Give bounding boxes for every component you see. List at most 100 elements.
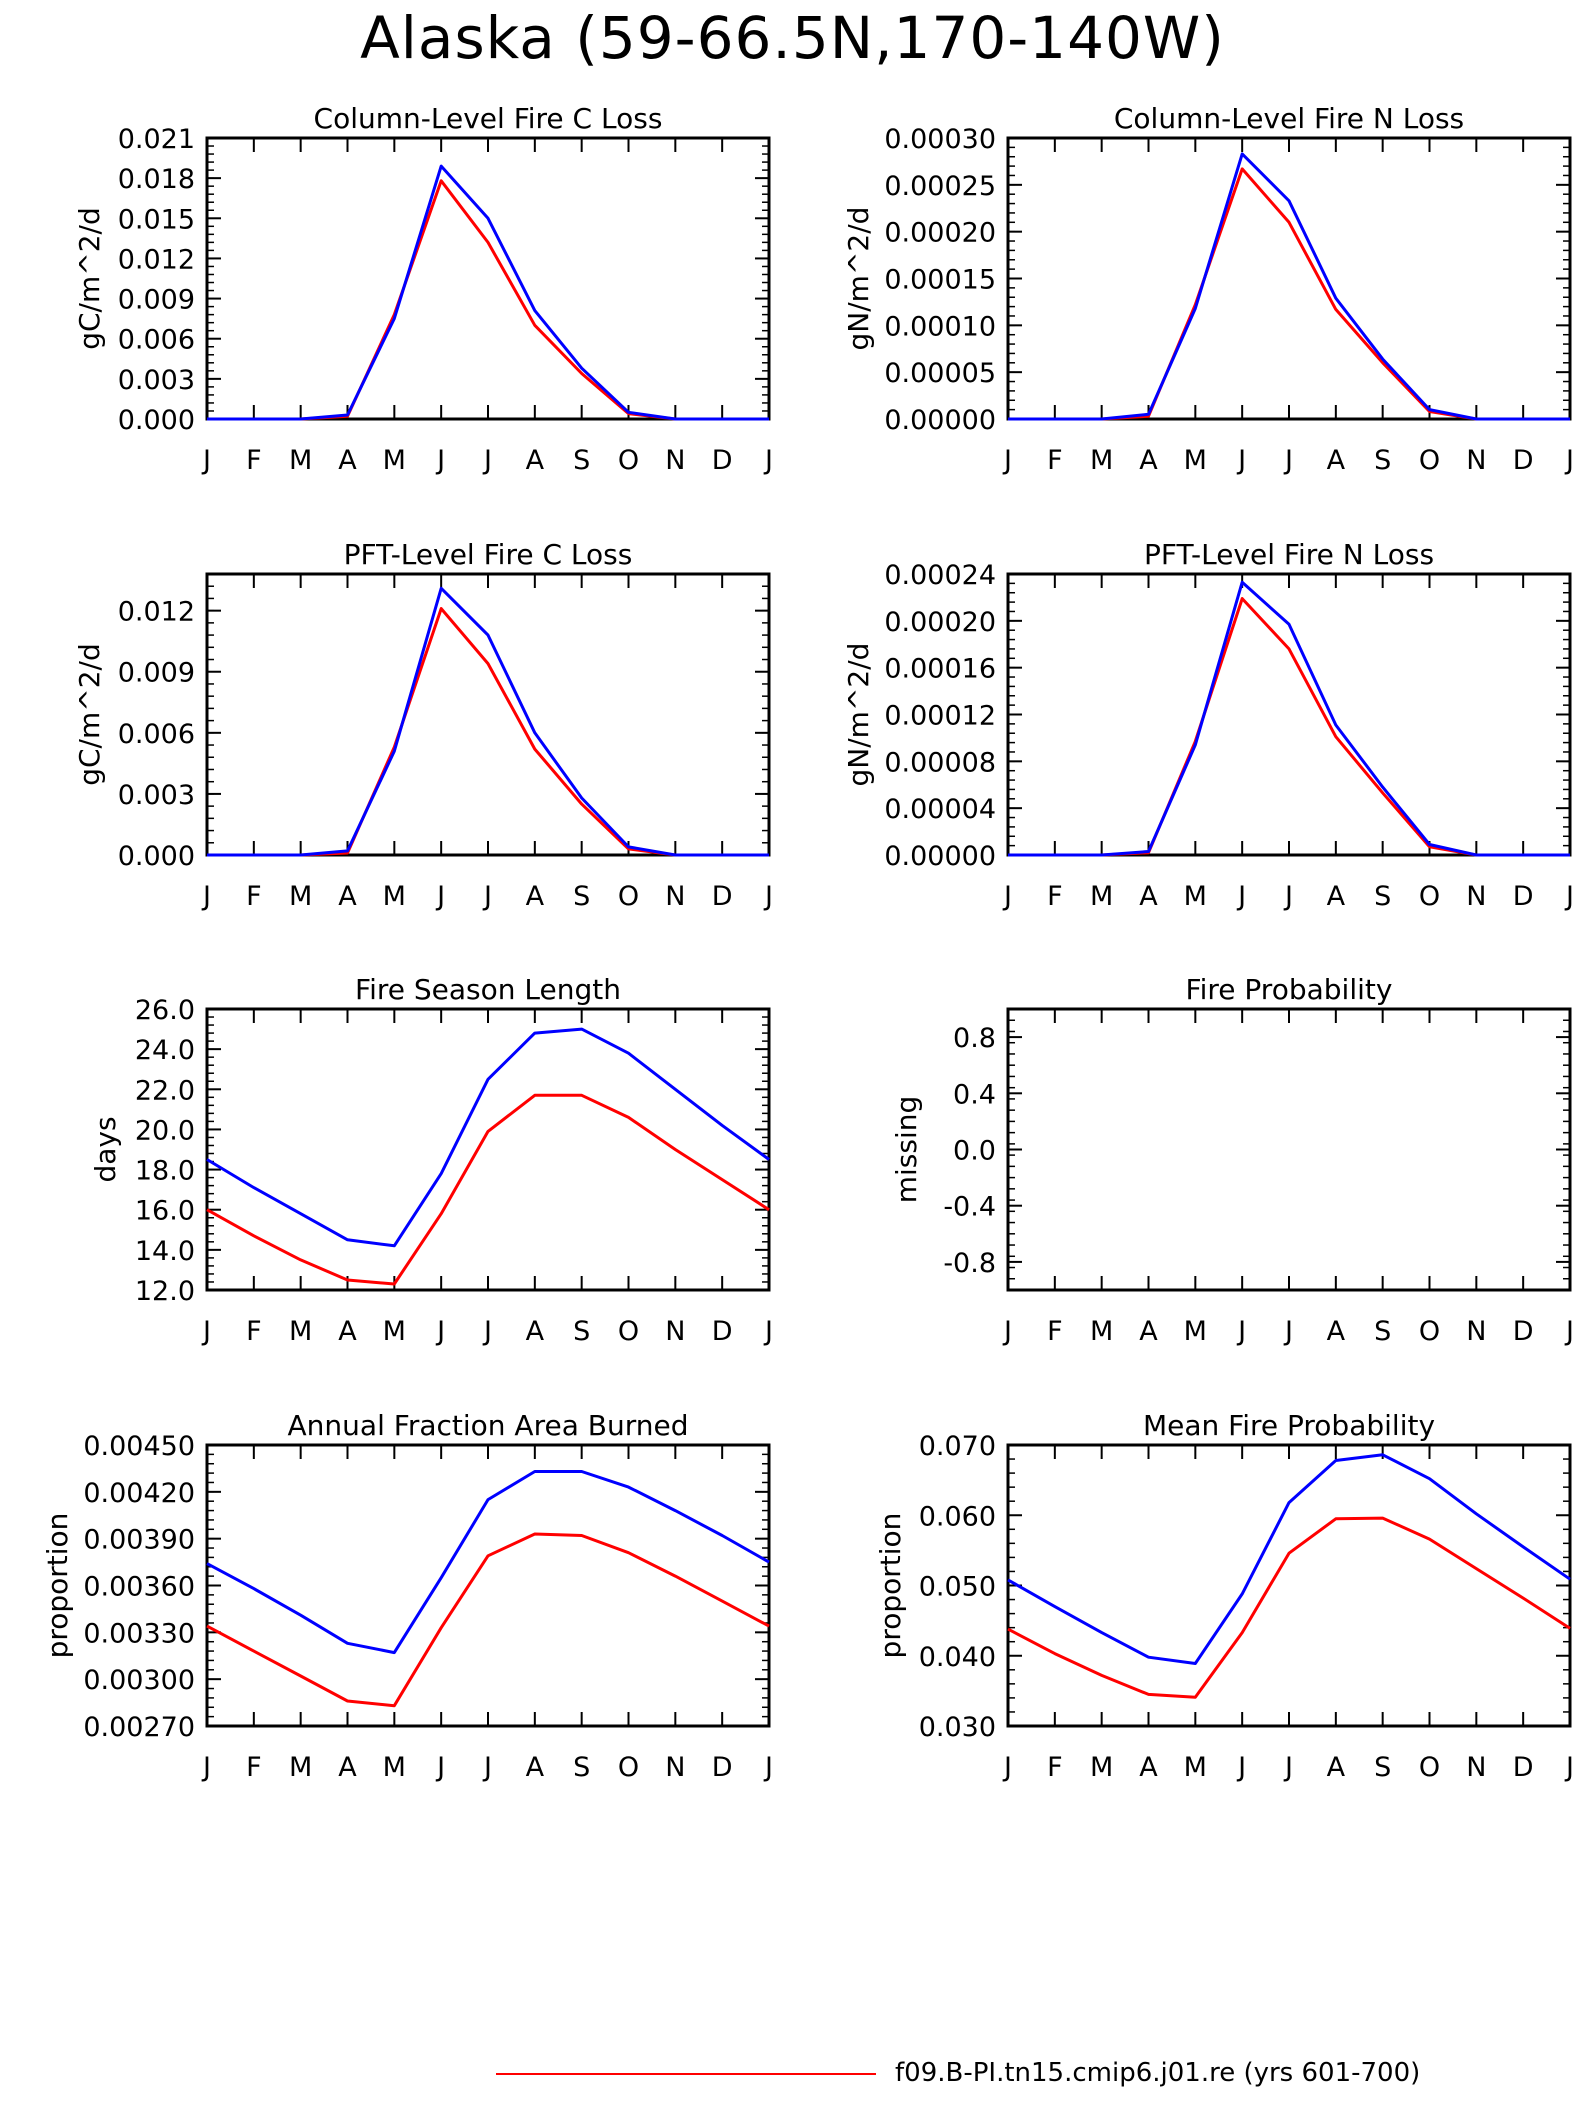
series-line-case — [1008, 167, 1570, 421]
y-axis-label: proportion — [874, 1513, 907, 1659]
x-tick-label: N — [1466, 1752, 1486, 1783]
series-line-case — [206, 1093, 770, 1286]
x-tick-label: N — [1466, 881, 1486, 912]
y-tick-label: 0.00330 — [83, 1618, 195, 1649]
x-tick-label: D — [712, 1752, 733, 1783]
x-tick-label: N — [1466, 1316, 1486, 1347]
x-tick-label: J — [1283, 445, 1293, 476]
y-tick-label: 0.003 — [118, 780, 195, 811]
y-tick-label: 0.006 — [118, 325, 195, 356]
x-tick-label: J — [201, 445, 211, 476]
legend-label-case: f09.B-PI.tn15.cmip6.j01.re (yrs 601-700) — [895, 2058, 1421, 2088]
x-tick-label: D — [1513, 881, 1534, 912]
x-tick-label: F — [1047, 1752, 1063, 1783]
plot-frame — [205, 136, 771, 421]
x-tick-label: J — [1002, 881, 1012, 912]
x-tick-label: J — [1564, 1752, 1574, 1783]
x-tick-label: J — [1002, 1316, 1012, 1347]
y-axis-label: days — [89, 1116, 122, 1182]
x-tick-label: F — [1047, 881, 1063, 912]
x-tick-label: M — [1184, 445, 1207, 476]
y-tick-label: 0.00360 — [83, 1572, 195, 1603]
x-tick-label: J — [435, 1752, 445, 1783]
x-tick-label: J — [1564, 445, 1574, 476]
chart-fire_season_length: J F M A M J J A S O N D J12.014.016.018.020.022.024.… — [89, 973, 773, 1347]
x-tick-label: A — [1327, 445, 1346, 476]
x-tick-label: J — [201, 881, 211, 912]
y-tick-label: 14.0 — [135, 1236, 195, 1267]
y-tick-label: 22.0 — [135, 1075, 195, 1106]
x-tick-label: A — [1327, 881, 1346, 912]
plot-frame — [1006, 572, 1572, 857]
y-tick-label: 0.030 — [919, 1712, 996, 1743]
y-axis-label: gN/m^2/d — [842, 643, 875, 787]
x-tick-label: J — [1236, 1316, 1246, 1347]
x-tick-label: J — [1236, 881, 1246, 912]
y-tick-label: -0.8 — [943, 1248, 996, 1279]
x-tick-label: J — [1283, 1752, 1293, 1783]
x-tick-label: J — [201, 1752, 211, 1783]
x-tick-label: J — [763, 445, 773, 476]
x-tick-label: M — [289, 1752, 312, 1783]
chart-title: PFT-Level Fire C Loss — [344, 538, 633, 571]
x-tick-label: J — [1564, 881, 1574, 912]
x-tick-label: J — [1564, 1316, 1574, 1347]
x-tick-label: N — [665, 881, 685, 912]
x-tick-label: N — [665, 1752, 685, 1783]
x-tick-label: J — [482, 1316, 492, 1347]
chart-col_fire_n: J F M A M J J A S O N D J0.000000.000050.000100.0001… — [842, 102, 1574, 476]
chart-title: Annual Fraction Area Burned — [288, 1409, 689, 1442]
x-tick-label: O — [1419, 445, 1440, 476]
x-tick-label: D — [1513, 1752, 1534, 1783]
y-tick-label: 0.00005 — [884, 358, 996, 389]
y-tick-label: 0.000 — [118, 405, 195, 436]
x-tick-label: M — [1090, 1316, 1113, 1347]
chart-title: Column-Level Fire N Loss — [1114, 102, 1464, 135]
y-tick-label: 18.0 — [135, 1156, 195, 1187]
y-tick-label: 0.018 — [118, 164, 195, 195]
series-line-control — [1007, 1453, 1571, 1665]
x-tick-label: A — [526, 881, 545, 912]
y-tick-label: 0.012 — [118, 244, 195, 275]
x-tick-label: D — [712, 1316, 733, 1347]
y-tick-label: 0.8 — [953, 1023, 996, 1054]
x-tick-label: O — [618, 1316, 639, 1347]
y-tick-label: 0.00450 — [83, 1431, 195, 1462]
x-tick-label: S — [1374, 1752, 1391, 1783]
x-tick-label: A — [1327, 1316, 1346, 1347]
chart-title: Mean Fire Probability — [1143, 1409, 1435, 1442]
x-tick-label: F — [246, 1752, 262, 1783]
series-line-case — [206, 1532, 770, 1708]
y-tick-label: 0.009 — [118, 658, 195, 689]
x-tick-label: A — [338, 881, 357, 912]
x-tick-label: J — [482, 1752, 492, 1783]
x-tick-label: A — [338, 1316, 357, 1347]
x-tick-label: J — [1283, 1316, 1293, 1347]
x-tick-label: O — [618, 881, 639, 912]
x-tick-label: M — [383, 881, 406, 912]
x-tick-label: A — [1327, 1752, 1346, 1783]
x-tick-label: M — [1090, 881, 1113, 912]
plot-frame — [205, 572, 771, 857]
y-tick-label: 0.006 — [118, 719, 195, 750]
x-tick-label: M — [383, 1752, 406, 1783]
y-tick-label: 20.0 — [135, 1115, 195, 1146]
x-tick-label: J — [435, 881, 445, 912]
series-line-control — [207, 586, 769, 857]
x-tick-label: S — [1374, 445, 1391, 476]
plot-frame — [1006, 1007, 1572, 1292]
y-tick-label: 0.00030 — [884, 124, 996, 155]
y-tick-label: 26.0 — [135, 995, 195, 1026]
chart-annual_fraction_area_burned: J F M A M J J A S O N D J0.002700.003000.003300.0036… — [41, 1409, 773, 1783]
x-tick-label: O — [1419, 1316, 1440, 1347]
x-tick-label: S — [1374, 1316, 1391, 1347]
x-tick-label: J — [482, 881, 492, 912]
y-tick-label: 0.000 — [118, 841, 195, 872]
x-tick-label: F — [1047, 445, 1063, 476]
y-axis-label: gC/m^2/d — [73, 207, 106, 350]
series-line-control — [1008, 580, 1570, 857]
x-tick-label: N — [665, 1316, 685, 1347]
x-tick-label: D — [1513, 445, 1534, 476]
x-tick-label: J — [763, 1752, 773, 1783]
